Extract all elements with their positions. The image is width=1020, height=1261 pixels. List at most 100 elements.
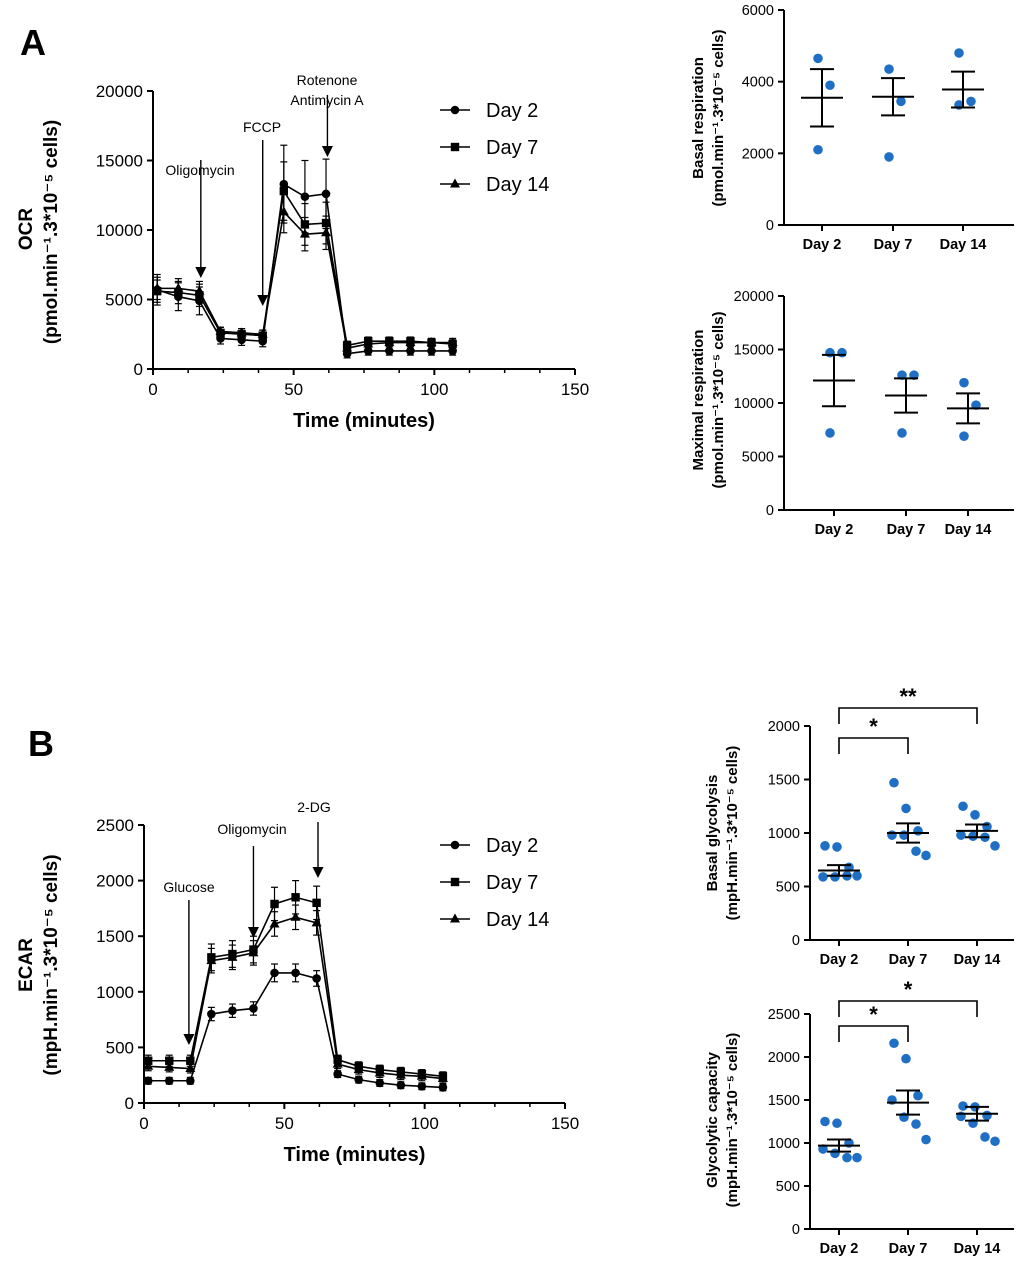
ecar-point-square — [144, 1056, 153, 1065]
glyc-cap-data-point — [913, 1090, 923, 1101]
ecar-point-square — [165, 1056, 174, 1065]
ecar-point-triangle — [437, 1073, 448, 1083]
basal-glyc-significance-label: * — [869, 714, 878, 739]
ocr-point-circle — [321, 189, 331, 199]
ecar-x-label: Time (minutes) — [284, 1144, 426, 1166]
ocr-x-tick-label: 150 — [561, 380, 589, 399]
ocr-point-circle — [427, 346, 436, 356]
basal-resp-y-tick-label: 4000 — [742, 75, 774, 91]
glyc-cap-y-tick-label: 0 — [792, 1222, 800, 1238]
ecar-point-triangle — [206, 955, 217, 965]
ocr-annotation-label: Oligomycin — [165, 162, 234, 178]
basal-glyc-data-point — [852, 871, 862, 881]
ocr-point-triangle — [257, 328, 268, 338]
ecar-point-circle — [354, 1075, 364, 1084]
basal-glyc-y-unit-label: (mpH.min⁻¹.3*10⁻⁵ cells) — [724, 746, 741, 921]
basal-glyc-data-point — [970, 810, 980, 820]
glyc-cap-y-tick-label: 1000 — [768, 1136, 800, 1152]
ocr-arrowhead — [257, 295, 269, 306]
ocr-point-triangle — [384, 337, 395, 347]
ecar-annotation-label: 2-DG — [297, 799, 330, 815]
basal-glyc-data-point — [911, 846, 921, 856]
ocr-point-triangle — [405, 337, 416, 347]
basal-resp-data-point — [884, 152, 894, 162]
basal-resp-category-label: Day 14 — [940, 237, 987, 253]
glyc-cap-data-point — [842, 1152, 852, 1163]
ecar-point-triangle — [311, 917, 322, 927]
basal-glyc-data-point — [913, 826, 923, 836]
ecar-point-circle — [375, 1078, 385, 1088]
basal-resp-y-label: Basal respiration — [690, 57, 707, 179]
ocr-point-circle — [300, 192, 310, 201]
ocr-point-triangle — [236, 327, 247, 337]
ecar-point-circle — [143, 1076, 153, 1086]
ecar-legend-label: Day 2 — [486, 835, 538, 857]
glyc-cap-significance-bracket — [838, 1000, 978, 1017]
ecar-point-triangle — [290, 911, 301, 921]
glyc-cap-significance-bracket — [838, 1025, 909, 1042]
ecar-point-triangle — [395, 1069, 406, 1079]
glyc-cap-category-label: Day 2 — [820, 1241, 859, 1257]
ecar-annotation-label: Glucose — [163, 879, 215, 895]
ecar-annotation-label: Oligomycin — [217, 821, 286, 837]
basal-glyc-y-tick-label: 1500 — [768, 773, 800, 789]
ocr-point-circle — [448, 346, 457, 356]
basal-glyc-data-point — [830, 872, 840, 882]
ecar-point-square — [186, 1056, 195, 1065]
basal-glyc-y-label: Basal glycolysis — [704, 775, 721, 892]
ecar-y-tick-label: 1000 — [96, 983, 134, 1002]
max-resp-category-label: Day 7 — [887, 522, 926, 538]
ecar-point-triangle — [416, 1070, 427, 1080]
max-resp-y-tick-label: 15000 — [734, 343, 774, 359]
ecar-x-tick-label: 0 — [139, 1114, 148, 1133]
ecar-point-triangle — [227, 951, 238, 961]
basal-glyc-data-point — [889, 777, 899, 788]
ecar-point-square — [270, 899, 279, 909]
ocr-point-circle — [385, 346, 394, 356]
ecar-point-square — [312, 898, 321, 908]
basal-glyc-data-point — [921, 850, 931, 861]
basal-glyc-data-point — [956, 830, 966, 840]
ocr-arrowhead — [321, 146, 333, 157]
ocr-legend-label: Day 2 — [486, 100, 538, 122]
ecar-point-circle — [164, 1076, 174, 1086]
glyc-cap-data-point — [818, 1144, 828, 1154]
ecar-y-tick-label: 1500 — [96, 927, 134, 946]
ecar-y-unit-label: (mpH.min⁻¹.3*10⁻⁵ cells) — [41, 854, 62, 1075]
basal-resp-category-label: Day 2 — [803, 237, 842, 253]
ocr-legend-marker — [450, 105, 460, 115]
ocr-arrowhead — [195, 267, 207, 278]
basal-glyc-y-tick-label: 0 — [792, 933, 800, 949]
ecar-point-circle — [291, 968, 300, 978]
basal-glyc-data-point — [958, 801, 968, 812]
max-resp-category-label: Day 14 — [945, 522, 992, 538]
basal-glyc-data-point — [990, 841, 1000, 851]
ecar-point-circle — [396, 1080, 406, 1090]
ocr-x-tick-label: 50 — [284, 380, 303, 399]
ocr-y-label: OCR — [16, 208, 37, 251]
basal-resp-y-tick-label: 0 — [766, 218, 774, 234]
ecar-point-triangle — [164, 1061, 175, 1071]
ocr-point-triangle — [342, 342, 353, 352]
glyc-cap-data-point — [990, 1136, 1000, 1147]
ocr-x-label: Time (minutes) — [293, 410, 435, 432]
basal-resp-data-point — [813, 144, 823, 155]
ecar-y-tick-label: 2500 — [96, 816, 134, 835]
ocr-y-unit-label: (pmol.min⁻¹.3*10⁻⁵ cells) — [41, 120, 62, 344]
basal-resp-category-label: Day 7 — [874, 237, 913, 253]
basal-glyc-data-point — [832, 842, 842, 852]
max-resp-y-tick-label: 0 — [766, 503, 774, 519]
glyc-cap-data-point — [820, 1116, 830, 1127]
basal-glyc-data-point — [820, 841, 830, 851]
basal-glyc-data-point — [818, 872, 828, 882]
ocr-point-triangle — [173, 282, 184, 292]
glyc-cap-y-tick-label: 2000 — [768, 1050, 800, 1066]
ocr-point-triangle — [447, 337, 458, 347]
glyc-cap-category-label: Day 7 — [889, 1241, 928, 1257]
ocr-y-tick-label: 5000 — [105, 291, 143, 310]
max-resp-data-point — [959, 377, 969, 388]
ocr-point-triangle — [321, 227, 332, 237]
ocr-annotation-label: Antimycin A — [290, 92, 364, 108]
ecar-y-tick-label: 500 — [106, 1038, 134, 1057]
basal-resp-data-point — [966, 96, 976, 107]
